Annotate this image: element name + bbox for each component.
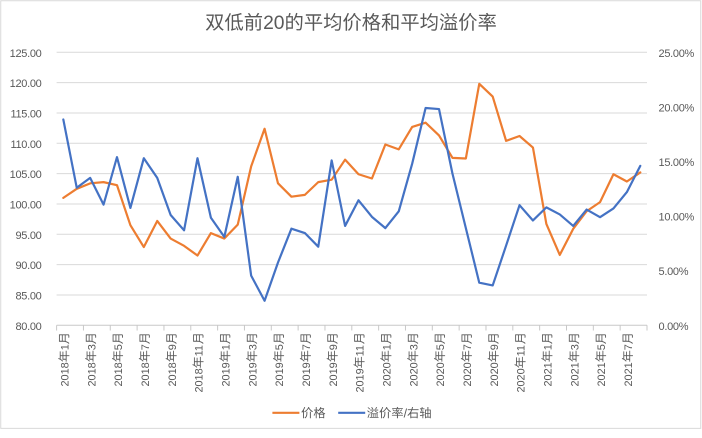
svg-text:2019: 2019 [328,362,340,386]
svg-text:7: 7 [140,344,152,350]
svg-text:5: 5 [596,344,608,350]
svg-text:95.00: 95.00 [15,230,41,242]
svg-text:100.00: 100.00 [10,200,42,212]
svg-text:2020: 2020 [435,362,447,386]
svg-text:2018: 2018 [167,362,179,386]
svg-text:7: 7 [623,344,635,350]
svg-text:2021: 2021 [623,362,635,386]
svg-text:20: 20 [263,13,284,34]
svg-text:9: 9 [328,344,340,350]
svg-text:5: 5 [435,344,447,350]
svg-text:3: 3 [247,344,259,350]
svg-text:125.00: 125.00 [10,48,42,60]
svg-text:1: 1 [542,344,554,350]
svg-text:25.00%: 25.00% [659,48,695,60]
svg-text:105.00: 105.00 [10,169,42,181]
svg-text:15.00%: 15.00% [659,157,695,169]
svg-text:10.00%: 10.00% [659,212,695,224]
svg-text:9: 9 [167,344,179,350]
svg-text:2021: 2021 [596,362,608,386]
svg-text:1: 1 [381,344,393,350]
svg-text:5: 5 [113,344,125,350]
svg-text:2021: 2021 [542,362,554,386]
svg-text:2019: 2019 [247,362,259,386]
svg-text:115.00: 115.00 [10,109,41,121]
svg-text:110.00: 110.00 [10,139,41,151]
svg-text:3: 3 [86,344,98,350]
svg-text:2019: 2019 [355,368,367,392]
svg-text:2020: 2020 [489,362,501,386]
svg-text:2018: 2018 [194,368,206,392]
svg-text:120.00: 120.00 [10,78,42,90]
svg-text:20.00%: 20.00% [659,102,695,114]
svg-text:5.00%: 5.00% [659,266,689,278]
svg-text:7: 7 [462,344,474,350]
svg-text:2019: 2019 [301,362,313,386]
svg-text:3: 3 [408,344,420,350]
svg-text:5: 5 [274,344,286,350]
svg-text:11: 11 [194,345,206,356]
svg-text:3: 3 [569,344,581,350]
svg-text:1: 1 [220,344,232,350]
svg-text:1: 1 [59,344,71,350]
svg-text:9: 9 [489,344,501,350]
svg-text:2018: 2018 [113,362,125,386]
svg-text:2018: 2018 [86,362,98,386]
svg-text:2019: 2019 [220,362,232,386]
svg-text:0.00%: 0.00% [659,321,689,333]
svg-text:2020: 2020 [381,362,393,386]
svg-text:90.00: 90.00 [15,260,41,272]
svg-text:2020: 2020 [462,362,474,386]
svg-text:2020: 2020 [408,362,420,386]
svg-text:2021: 2021 [569,362,581,386]
svg-text:2020: 2020 [516,368,528,392]
svg-text:7: 7 [301,344,313,350]
svg-text:2018: 2018 [59,362,71,386]
svg-text:85.00: 85.00 [15,291,41,303]
svg-text:80.00: 80.00 [15,321,41,333]
svg-text:11: 11 [355,345,367,356]
svg-text:/: / [404,406,408,420]
svg-text:2018: 2018 [140,362,152,386]
svg-text:2019: 2019 [274,362,286,386]
svg-text:11: 11 [516,345,528,356]
